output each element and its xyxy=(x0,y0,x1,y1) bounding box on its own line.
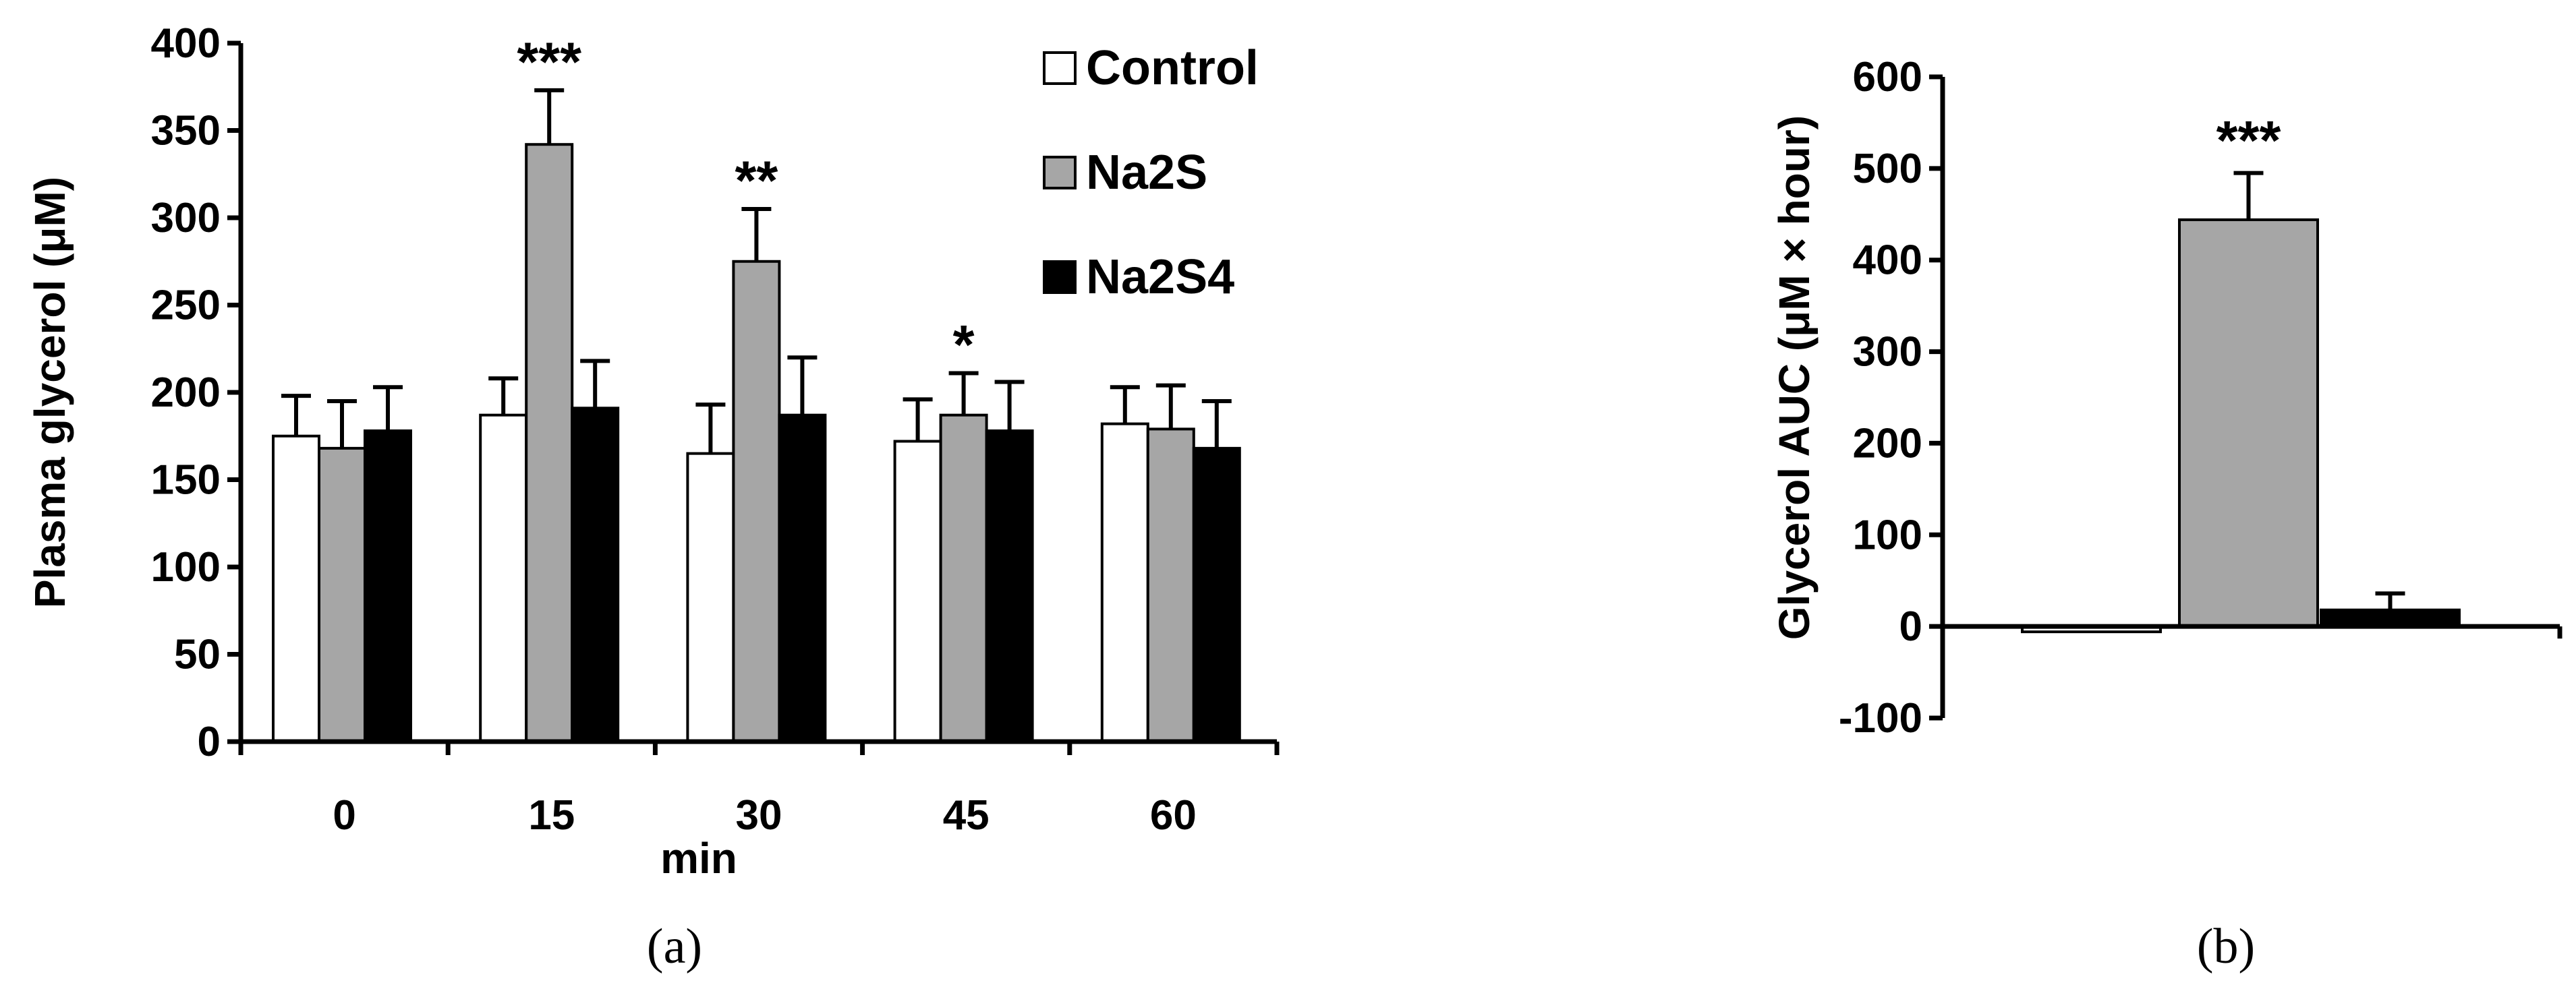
legend-label-na2s: Na2S xyxy=(1086,146,1207,200)
bar-na2s4 xyxy=(2320,608,2461,628)
panel-label-b: (b) xyxy=(2197,919,2255,974)
bar-na2s4-45 xyxy=(985,429,1034,743)
x-tick-label-45: 45 xyxy=(943,792,990,839)
significance-30: ** xyxy=(735,150,778,212)
bar-control-30 xyxy=(686,452,735,744)
bar-na2s-30 xyxy=(732,260,781,743)
bar-na2s4-60 xyxy=(1192,446,1241,743)
y-tick-label-300: 300 xyxy=(1853,329,1922,376)
legend-label-na2s4: Na2S4 xyxy=(1086,250,1234,304)
legend-swatch-na2s xyxy=(1043,156,1077,189)
y-tick-label-100: 100 xyxy=(1853,512,1922,558)
y-axis-label: Glycerol AUC (μM × hour) xyxy=(1770,115,1819,640)
x-tick-label-0: 0 xyxy=(333,792,355,839)
x-tick-label-30: 30 xyxy=(736,792,782,839)
y-tick-label-100: 100 xyxy=(151,544,221,591)
y-tick-label-400: 400 xyxy=(1853,237,1922,284)
significance-45: * xyxy=(953,315,975,376)
bar-control-45 xyxy=(893,440,942,744)
y-tick-label-350: 350 xyxy=(151,108,221,154)
y-tick-label-0: 0 xyxy=(1899,603,1922,650)
bar-na2s-15 xyxy=(525,143,574,744)
y-axis-label: Plasma glycerol (μM) xyxy=(26,177,74,608)
panel-label-a: (a) xyxy=(647,919,702,974)
legend-swatch-na2s4 xyxy=(1043,260,1077,294)
y-tick-label-150: 150 xyxy=(151,457,221,504)
y-tick-label-0: 0 xyxy=(198,719,221,765)
y-tick-label-300: 300 xyxy=(151,195,221,241)
y-tick-label-200: 200 xyxy=(1853,420,1922,467)
legend-swatch-control xyxy=(1043,51,1077,85)
significance-na2s: *** xyxy=(2216,111,2281,172)
bar-na2s4-0 xyxy=(364,429,412,743)
bar-na2s-0 xyxy=(318,446,366,743)
bar-control-0 xyxy=(272,434,320,743)
y-tick-label-50: 50 xyxy=(174,632,221,678)
y-tick-label-200: 200 xyxy=(151,369,221,416)
significance-15: *** xyxy=(517,32,581,93)
y-tick-label-600: 600 xyxy=(1853,54,1922,100)
bar-na2s4-15 xyxy=(571,407,620,743)
y-tick-label-250: 250 xyxy=(151,282,221,329)
bar-control-15 xyxy=(479,413,528,743)
legend-label-control: Control xyxy=(1086,41,1259,95)
y-tick-label-500: 500 xyxy=(1853,146,1922,192)
chart-panel-b: *** -100 0 100 200 300 400 500 600 Glycerol AUC (… xyxy=(1770,54,2563,974)
y-tick-label-400: 400 xyxy=(151,20,221,67)
bar-na2s4-30 xyxy=(778,413,827,743)
bar-na2s-60 xyxy=(1146,427,1195,743)
bar-na2s-45 xyxy=(939,413,988,743)
bar-na2s xyxy=(2178,218,2319,628)
bar-control-60 xyxy=(1100,422,1149,743)
x-axis-label: min xyxy=(660,834,737,883)
x-tick-label-60: 60 xyxy=(1150,792,1197,839)
x-tick-label-15: 15 xyxy=(528,792,575,839)
y-tick-label--100: -100 xyxy=(1839,695,1922,742)
